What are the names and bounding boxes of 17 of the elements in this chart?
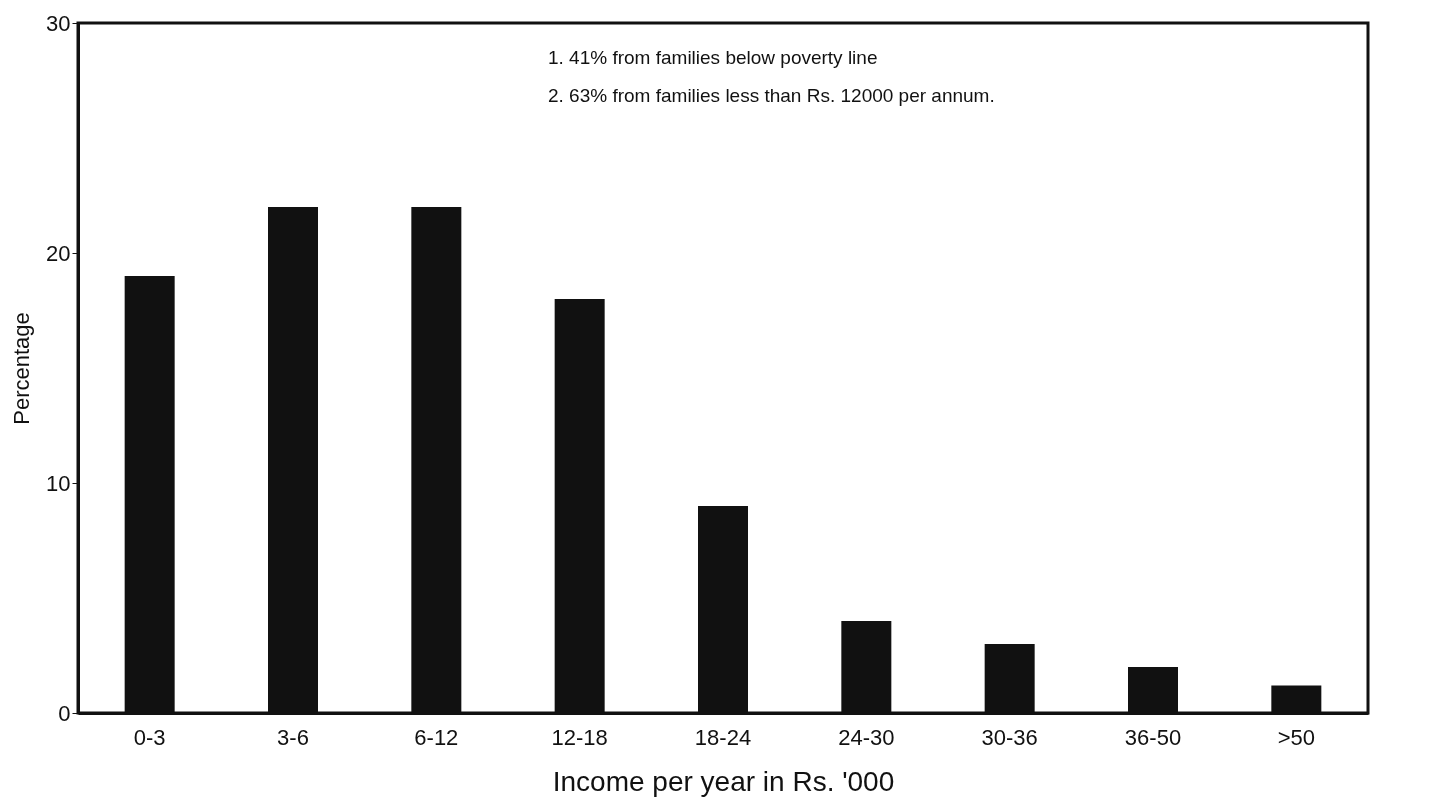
x-tick-label: 24-30 — [838, 724, 895, 750]
x-tick-label: 36-50 — [1124, 724, 1182, 750]
x-tick-label: 18-24 — [694, 724, 752, 750]
y-tick-label: 20 — [46, 240, 71, 266]
x-tick-label: 30-36 — [981, 724, 1038, 750]
x-tick-label: 3-6 — [277, 724, 309, 750]
y-tick-label: 10 — [46, 470, 71, 496]
y-tick-label: 0 — [58, 700, 71, 726]
x-tick-label: 0-3 — [133, 724, 166, 750]
x-tick-label: 12-18 — [551, 724, 608, 750]
annotation: 2. 63% from families less than Rs. 12000 per annum. — [548, 85, 995, 106]
y-tick-label: 30 — [46, 10, 71, 36]
x-axis-title: Income per year in Rs. '000 — [552, 765, 895, 797]
x-tick-label: >50 — [1277, 724, 1315, 750]
y-axis-title: Percentage — [9, 312, 35, 425]
x-tick-label: 6-12 — [414, 724, 459, 750]
annotation: 1. 41% from families below poverty line — [548, 47, 878, 68]
